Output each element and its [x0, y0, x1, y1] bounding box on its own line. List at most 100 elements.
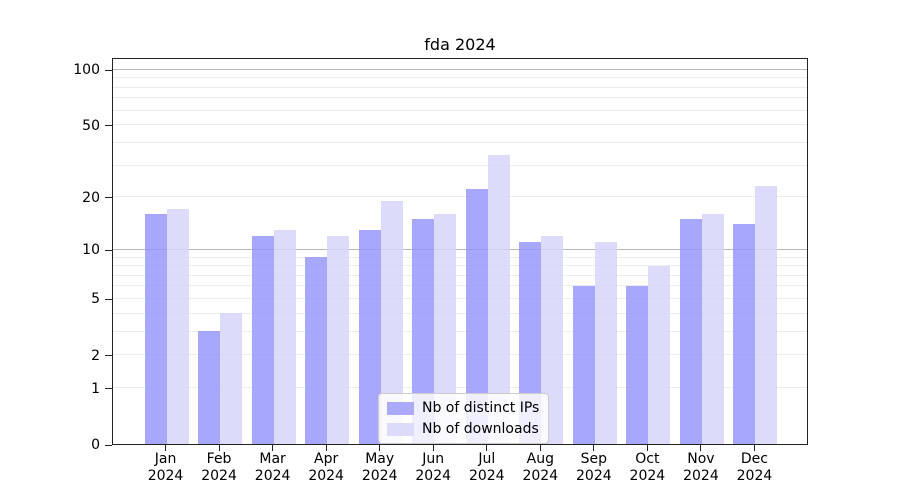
y-tick-label-2: 2 — [91, 347, 100, 364]
x-tick-label-jul: Jul 2024 — [452, 451, 522, 485]
y-tick-label-100: 100 — [73, 62, 100, 79]
legend-swatch-downloads — [387, 422, 414, 436]
gridline-4 — [113, 312, 807, 314]
bar-downloads-jan — [166, 209, 189, 444]
x-tick-label-jun: Jun 2024 — [398, 451, 468, 485]
gridline-100 — [113, 68, 807, 70]
gridline-60 — [113, 109, 807, 111]
x-tick-month: Apr — [314, 451, 339, 467]
x-tick-label-jan: Jan 2024 — [131, 451, 201, 485]
bar-distinct-ips-apr — [305, 257, 328, 444]
x-tick-label-feb: Feb 2024 — [184, 451, 254, 485]
x-tick-label-may: May 2024 — [345, 451, 415, 485]
legend-label-distinct-ips: Nb of distinct IPs — [422, 400, 540, 416]
gridline-1 — [113, 387, 807, 389]
x-tick-year: 2024 — [683, 468, 719, 484]
x-tick-feb — [218, 445, 220, 451]
bar-distinct-ips-jul — [465, 189, 488, 444]
x-tick-year: 2024 — [147, 468, 184, 484]
legend-item-downloads: Nb of downloads — [387, 421, 539, 437]
x-tick-year: 2024 — [522, 468, 559, 484]
x-tick-month: Nov — [687, 451, 715, 467]
bar-downloads-oct — [648, 265, 671, 444]
x-tick-year: 2024 — [415, 468, 452, 484]
gridline-6 — [113, 285, 807, 287]
y-tick-1 — [105, 388, 112, 390]
x-tick-year: 2024 — [736, 468, 773, 484]
bar-distinct-ips-mar — [251, 235, 274, 444]
gridline-8 — [113, 265, 807, 267]
bar-downloads-apr — [327, 235, 350, 444]
bar-downloads-jul — [487, 155, 510, 444]
x-tick-year: 2024 — [629, 468, 666, 484]
gridline-70 — [113, 97, 807, 99]
bar-distinct-ips-sep — [572, 286, 595, 444]
bar-distinct-ips-dec — [733, 224, 756, 444]
x-tick-jan — [165, 445, 167, 451]
x-tick-sep — [593, 445, 595, 451]
bar-downloads-aug — [541, 235, 564, 444]
y-tick-label-1: 1 — [91, 380, 100, 397]
x-tick-year: 2024 — [254, 468, 291, 484]
x-tick-month: Oct — [635, 451, 660, 467]
bar-distinct-ips-jan — [144, 213, 167, 444]
x-tick-year: 2024 — [576, 468, 612, 484]
x-tick-year: 2024 — [468, 468, 505, 484]
gridline-20 — [113, 196, 807, 198]
gridline-10 — [113, 248, 807, 250]
y-tick-label-10: 10 — [82, 242, 100, 259]
x-tick-label-nov: Nov 2024 — [666, 451, 736, 485]
x-tick-year: 2024 — [361, 468, 398, 484]
x-tick-month: Jul — [478, 451, 496, 467]
x-tick-label-dec: Dec 2024 — [719, 451, 789, 485]
plot-area: Nb of distinct IPs Nb of downloads — [112, 58, 808, 445]
x-tick-month: Dec — [740, 451, 768, 467]
bar-distinct-ips-nov — [679, 218, 702, 444]
y-tick-50 — [105, 125, 112, 127]
bar-downloads-jun — [434, 213, 457, 444]
y-tick-20 — [105, 197, 112, 199]
bar-downloads-may — [380, 200, 403, 444]
x-tick-label-oct: Oct 2024 — [612, 451, 682, 485]
legend-item-distinct-ips: Nb of distinct IPs — [387, 400, 539, 416]
chart-title: fda 2024 — [424, 35, 496, 54]
y-tick-10 — [105, 249, 112, 251]
x-tick-label-sep: Sep 2024 — [559, 451, 629, 485]
bar-downloads-dec — [755, 185, 778, 444]
gridline-7 — [113, 274, 807, 276]
x-tick-month: May — [365, 451, 395, 467]
x-tick-year: 2024 — [201, 468, 237, 484]
gridline-30 — [113, 164, 807, 166]
bar-downloads-mar — [273, 229, 296, 444]
bar-downloads-sep — [594, 242, 617, 444]
gridline-2 — [113, 354, 807, 356]
legend: Nb of distinct IPs Nb of downloads — [378, 393, 550, 444]
legend-label-downloads: Nb of downloads — [422, 421, 539, 437]
x-tick-month: Mar — [259, 451, 286, 467]
bar-downloads-feb — [220, 313, 243, 444]
x-tick-month: Feb — [206, 451, 232, 467]
y-tick-2 — [105, 355, 112, 357]
x-tick-year: 2024 — [308, 468, 344, 484]
x-tick-label-aug: Aug 2024 — [505, 451, 575, 485]
x-tick-nov — [700, 445, 702, 451]
gridline-3 — [113, 330, 807, 332]
x-tick-label-apr: Apr 2024 — [291, 451, 361, 485]
x-tick-label-mar: Mar 2024 — [238, 451, 308, 485]
gridline-80 — [113, 86, 807, 88]
x-tick-month: Jan — [154, 451, 177, 467]
x-tick-apr — [325, 445, 327, 451]
bar-distinct-ips-jun — [412, 218, 435, 444]
legend-swatch-distinct-ips — [387, 401, 414, 415]
bar-downloads-nov — [701, 213, 724, 444]
x-tick-may — [379, 445, 381, 451]
x-tick-oct — [646, 445, 648, 451]
x-tick-jun — [432, 445, 434, 451]
bar-distinct-ips-oct — [626, 286, 649, 444]
gridline-9 — [113, 256, 807, 258]
x-tick-month: Aug — [526, 451, 554, 467]
x-tick-mar — [272, 445, 274, 451]
x-tick-month: Jun — [422, 451, 445, 467]
bar-distinct-ips-may — [358, 229, 381, 444]
